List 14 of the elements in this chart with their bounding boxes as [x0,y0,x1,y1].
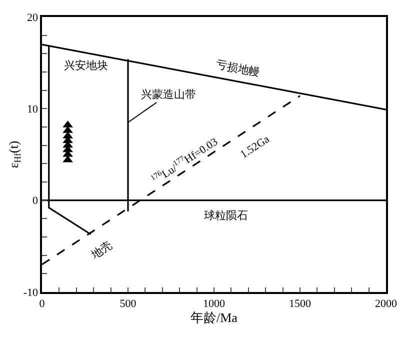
x-axis-title: 年龄/Ma [190,310,238,325]
x-tick-label: 1500 [289,298,312,310]
y-tick-label: 20 [27,12,39,24]
y-tick-label: -10 [23,286,39,299]
annotation: 兴安地块 [64,59,108,72]
annotation: 亏损地幔 [215,58,261,80]
annotation: 兴蒙造山带 [141,88,196,101]
y-tick-label: 10 [27,104,39,116]
x-tick-label: 2000 [375,298,398,310]
annotation: 地壳 [88,238,115,262]
x-tick-label: 500 [120,298,137,310]
annotation: 球粒陨石 [204,209,248,222]
x-tick-label: 1000 [203,298,226,310]
y-tick-label: 0 [32,195,39,208]
